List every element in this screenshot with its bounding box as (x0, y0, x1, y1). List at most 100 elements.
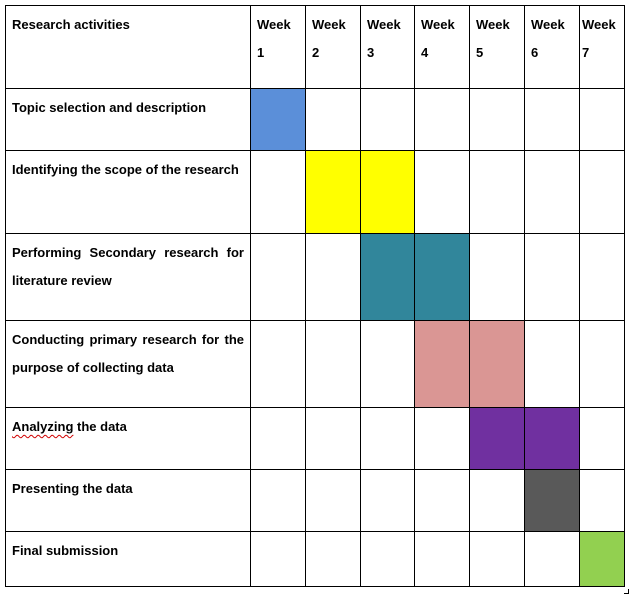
week-cell (469, 531, 525, 587)
week-cell (469, 469, 525, 532)
activity-label: Analyzing the data (12, 413, 244, 441)
week-cell (305, 531, 361, 587)
week-word: Week (257, 17, 291, 32)
week-cell (579, 469, 625, 532)
week-cell (305, 469, 361, 532)
week-word: Week (367, 17, 401, 32)
spellcheck-word: Analyzing (12, 419, 74, 434)
week-cell (360, 233, 415, 321)
week-word: Week (476, 17, 510, 32)
activity-label: Topic selection and description (12, 100, 207, 115)
activity-row: Presenting the data (5, 469, 625, 532)
week-cell (469, 88, 525, 151)
week-cell (305, 88, 361, 151)
week-cell (305, 150, 361, 234)
week-cell (305, 407, 361, 470)
activity-label-cell: Presenting the data (5, 469, 251, 532)
week-header-3: Week 3 (360, 5, 415, 89)
activity-label: Performing Secondary research for litera… (12, 245, 244, 288)
activity-label-cell: Final submission (5, 531, 251, 587)
schedule-bar (525, 470, 579, 531)
header-row: Research activities Week 1 Week 2 Week 3 We… (5, 5, 625, 89)
activity-label: Identifying the scope of the research (12, 162, 239, 177)
week-cell (579, 233, 625, 321)
schedule-bar (361, 151, 414, 233)
week-cell (414, 469, 470, 532)
week-cell (360, 88, 415, 151)
activity-row: Final submission (5, 531, 625, 587)
week-cell (469, 150, 525, 234)
week-cell (579, 407, 625, 470)
schedule-bar (525, 408, 579, 469)
schedule-bar (415, 234, 469, 320)
week-header-4: Week 4 (414, 5, 470, 89)
week-cell (524, 407, 580, 470)
week-header-1: Week 1 (250, 5, 306, 89)
activity-row: Identifying the scope of the research (5, 150, 625, 234)
schedule-bar (580, 532, 624, 586)
week-word: Week (421, 17, 455, 32)
week-cell (524, 233, 580, 321)
week-cell (524, 150, 580, 234)
week-cell (250, 531, 306, 587)
week-cell (524, 320, 580, 408)
week-cell (414, 320, 470, 408)
activity-label-cell: Identifying the scope of the research (5, 150, 251, 234)
week-cell (250, 233, 306, 321)
week-number: 3 (367, 45, 375, 60)
week-cell (579, 320, 625, 408)
activity-row: Performing Secondary research for litera… (5, 233, 625, 321)
week-cell (360, 469, 415, 532)
week-cell (360, 407, 415, 470)
schedule-bar (415, 321, 469, 407)
week-cell (305, 233, 361, 321)
week-cell (469, 233, 525, 321)
week-cell (524, 88, 580, 151)
research-schedule-table: Research activities Week 1 Week 2 Week 3 We… (5, 5, 625, 587)
week-cell (250, 469, 306, 532)
week-number: 7 (582, 45, 590, 60)
activity-row: Analyzing the data (5, 407, 625, 470)
week-number: 1 (257, 45, 265, 60)
schedule-bar (361, 234, 414, 320)
activity-label-cell: Performing Secondary research for litera… (5, 233, 251, 321)
week-cell (414, 531, 470, 587)
week-header-6: Week 6 (524, 5, 580, 89)
activity-label-cell: Analyzing the data (5, 407, 251, 470)
activity-row: Conducting primary research for the purp… (5, 320, 625, 408)
schedule-bar (306, 151, 360, 233)
activity-label: Final submission (12, 543, 119, 558)
week-cell (414, 88, 470, 151)
week-cell (305, 320, 361, 408)
week-cell (524, 531, 580, 587)
week-number: 6 (531, 45, 539, 60)
activity-label: Conducting primary research for the purp… (12, 332, 244, 375)
week-cell (250, 407, 306, 470)
week-cell (469, 407, 525, 470)
header-activity-cell: Research activities (5, 5, 251, 89)
header-activity-label: Research activities (12, 17, 130, 32)
activity-label-cell: Conducting primary research for the purp… (5, 320, 251, 408)
week-cell (360, 320, 415, 408)
week-cell (579, 88, 625, 151)
week-cell (414, 150, 470, 234)
schedule-bar (470, 408, 524, 469)
week-number: 5 (476, 45, 484, 60)
week-header-5: Week 5 (469, 5, 525, 89)
week-word: Week (531, 17, 565, 32)
week-cell (579, 531, 625, 587)
week-cell (360, 531, 415, 587)
week-header-2: Week 2 (305, 5, 361, 89)
week-word: Week (312, 17, 346, 32)
week-cell (469, 320, 525, 408)
activity-label-cell: Topic selection and description (5, 88, 251, 151)
week-cell (250, 320, 306, 408)
week-cell (360, 150, 415, 234)
activity-label-rest: the data (73, 419, 127, 434)
activity-label: Presenting the data (12, 481, 133, 496)
page-corner-mark (624, 589, 629, 594)
week-header-7: Week 7 (579, 5, 625, 89)
activity-row: Topic selection and description (5, 88, 625, 151)
schedule-bar (251, 89, 305, 150)
week-cell (414, 233, 470, 321)
